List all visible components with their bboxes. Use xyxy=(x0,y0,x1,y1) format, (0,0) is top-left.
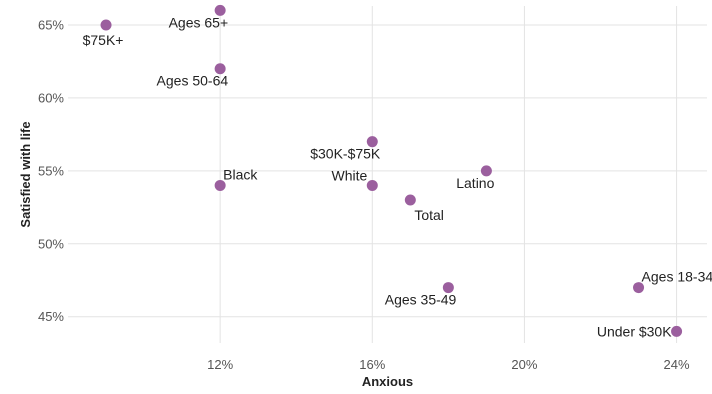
point-label: Black xyxy=(223,166,258,182)
y-tick-label: 65% xyxy=(38,17,64,32)
y-tick-label: 45% xyxy=(38,309,64,324)
data-point-layer xyxy=(100,4,683,337)
point-label: Ages 65+ xyxy=(169,14,229,30)
point-label: Ages 50-64 xyxy=(157,73,229,89)
y-tick-label: 50% xyxy=(38,236,64,251)
y-axis-title: Satisfied with life xyxy=(18,121,33,227)
data-point xyxy=(671,325,683,337)
point-label-layer: $75K+ Ages 65+ Ages 50-64 Black $30K-$75K Whi… xyxy=(83,14,712,339)
point-label: Under $30K xyxy=(597,323,672,339)
data-point xyxy=(404,194,416,206)
data-point xyxy=(366,179,378,191)
data-point xyxy=(214,63,226,75)
x-tick-label: 12% xyxy=(207,357,233,372)
data-point xyxy=(442,282,454,294)
data-point xyxy=(366,136,378,148)
data-point xyxy=(214,179,226,191)
data-point xyxy=(100,19,112,31)
point-label: Total xyxy=(414,207,444,223)
x-axis-title: Anxious xyxy=(362,374,413,389)
point-label: $30K-$75K xyxy=(310,146,381,162)
x-tick-label: 20% xyxy=(511,357,537,372)
tick-label-layer: 45% 50% 55% 60% 65% 12% 16% 20% 24% xyxy=(38,17,690,372)
y-tick-label: 60% xyxy=(38,90,64,105)
y-tick-label: 55% xyxy=(38,163,64,178)
point-label: Ages 35-49 xyxy=(385,292,457,308)
point-label: Latino xyxy=(456,175,494,191)
grid-layer xyxy=(68,6,707,343)
data-point xyxy=(633,282,645,294)
x-tick-label: 24% xyxy=(664,357,690,372)
data-point xyxy=(480,165,492,177)
point-label: White xyxy=(331,167,367,183)
point-label: $75K+ xyxy=(83,32,124,48)
point-label: Ages 18-34 xyxy=(642,269,712,285)
x-tick-label: 16% xyxy=(359,357,385,372)
data-point xyxy=(214,4,226,16)
